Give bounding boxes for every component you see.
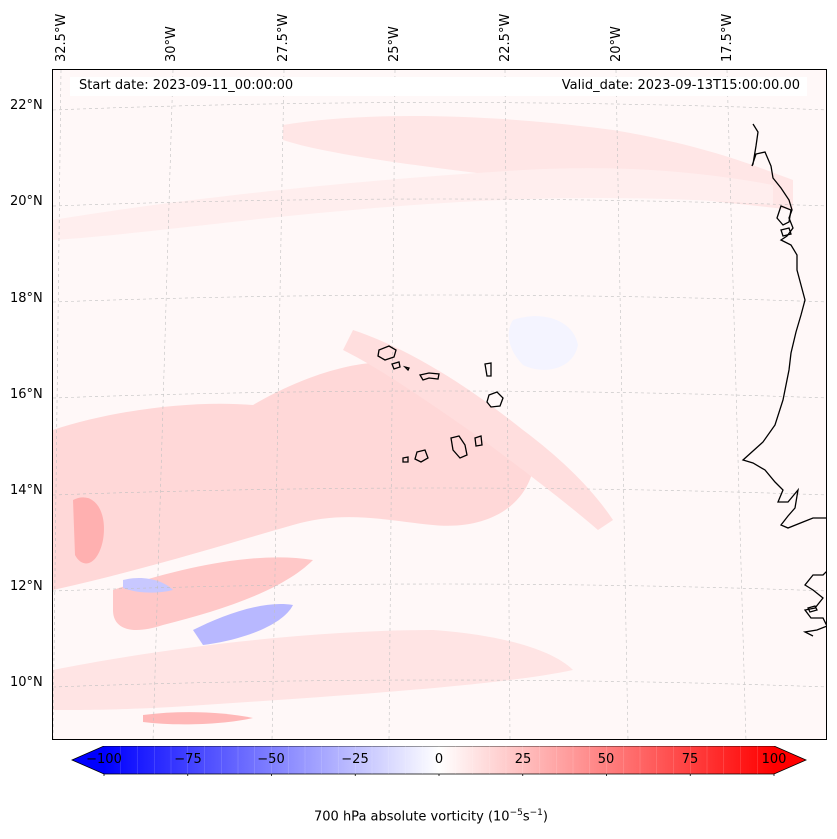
colorbar-label-end: ) (542, 809, 548, 825)
lat-label-22n: 22°N (10, 98, 43, 113)
graticule (53, 70, 826, 739)
graticule-lat-22 (53, 102, 826, 111)
vorticity-negative-streak-west (123, 578, 173, 593)
vorticity-positive-region-central (53, 362, 533, 590)
lat-label-18n: 18°N (10, 291, 43, 306)
island-fogo (414, 449, 429, 463)
graticule-lon-22-5 (504, 70, 511, 739)
lon-label-30w: 30°W (164, 26, 179, 62)
colorbar-label-text: 700 hPa absolute vorticity (10 (314, 809, 510, 825)
colorbar-tick-label: −75 (174, 752, 202, 767)
graticule-lon-17-5 (726, 70, 747, 739)
lon-label-17-5w: 17.5°W (720, 13, 735, 62)
vorticity-negative-streak (193, 604, 293, 645)
graticule-lat-20 (53, 198, 826, 207)
lat-label-10n: 10°N (10, 675, 43, 690)
vorticity-map (53, 70, 826, 739)
coast-estuary-2 (780, 227, 792, 237)
island-maio (474, 435, 483, 447)
colorbar-tick-label: 75 (681, 752, 699, 767)
colorbar-extend-min (72, 746, 104, 774)
vorticity-negative-patch-east (508, 316, 578, 370)
graticule-lon-32-5 (53, 70, 62, 739)
graticule-lat-10 (53, 679, 826, 688)
colorbar-label: 700 hPa absolute vorticity (10−5s−1) (314, 808, 548, 824)
colorbar-label-exp1: −5 (509, 808, 523, 818)
colorbar-body (104, 746, 774, 774)
vorticity-field (53, 115, 793, 725)
start-date-label: Start date: 2023-09-11_00:00:00 (79, 78, 294, 93)
island-brava (402, 456, 409, 463)
vorticity-positive-streak-diagonal (343, 330, 613, 530)
lat-label-14n: 14°N (10, 483, 43, 498)
colorbar-tick-label: 0 (434, 752, 444, 767)
colorbar-extend-max (774, 746, 806, 774)
island-sao-nicolau (418, 372, 440, 381)
colorbar-label-mid: s (522, 809, 530, 825)
coast-bissagos (807, 605, 818, 613)
colorbar-label-exp2: −1 (529, 808, 543, 818)
graticule-lon-20 (615, 70, 629, 739)
lon-label-22-5w: 22.5°W (498, 13, 513, 62)
lat-label-12n: 12°N (10, 579, 43, 594)
lat-label-16n: 16°N (10, 387, 43, 402)
lat-label-20n: 20°N (10, 194, 43, 209)
island-santo-antao (377, 345, 397, 361)
graticule-lon-25 (388, 70, 396, 739)
vorticity-positive-band-south (113, 557, 313, 630)
africa-coastline-south (802, 571, 826, 637)
island-sal (484, 362, 492, 377)
colorbar-tick-label: −25 (341, 752, 369, 767)
lon-label-27-5w: 27.5°W (276, 13, 291, 62)
lon-label-25w: 25°W (387, 26, 402, 62)
graticule-lat-14 (53, 487, 826, 496)
map-panel (52, 69, 827, 740)
vorticity-positive-streak-bottom (143, 712, 253, 725)
coastlines (377, 123, 826, 637)
island-boa-vista (486, 391, 504, 408)
vorticity-positive-band-lower (53, 630, 573, 710)
vorticity-positive-core (73, 497, 104, 564)
colorbar-tick-label: 50 (597, 752, 615, 767)
lon-label-32-5w: 32.5°W (54, 13, 69, 62)
valid-date-label: Valid_date: 2023-09-13T15:00:00.00 (561, 78, 800, 93)
africa-coastline (741, 123, 826, 529)
island-sao-vicente (391, 361, 401, 370)
island-santiago (450, 435, 468, 459)
vorticity-positive-band-upper (53, 168, 773, 240)
colorbar-tick-label: −100 (86, 752, 122, 767)
island-santa-luzia (402, 365, 410, 372)
title-band (70, 77, 807, 96)
coast-estuary-1 (776, 205, 792, 226)
colorbar-tick-label: −50 (257, 752, 285, 767)
colorbar (71, 746, 807, 776)
lon-label-20w: 20°W (609, 26, 624, 62)
graticule-lat-12 (53, 583, 826, 592)
graticule-lat-18 (53, 294, 826, 303)
graticule-lon-30 (152, 70, 174, 739)
colorbar-tick-label: 100 (761, 752, 787, 767)
colorbar-tick-label: 25 (514, 752, 532, 767)
graticule-lon-27-5 (271, 70, 285, 739)
